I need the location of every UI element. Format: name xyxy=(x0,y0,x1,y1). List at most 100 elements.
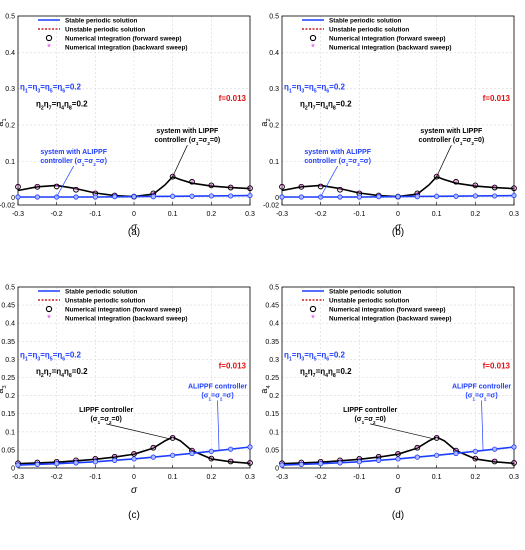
legend-marker-circle xyxy=(45,34,53,42)
forward-sweep-marker xyxy=(414,444,421,451)
aliippf-marker xyxy=(434,452,440,458)
x-axis-label: σ xyxy=(395,485,402,496)
y-tick-label: 0.3 xyxy=(5,357,15,364)
x-axis-label: σ xyxy=(131,222,138,233)
legend-label: Unstable periodic solution xyxy=(329,27,409,34)
backward-sweep-marker: * xyxy=(338,186,341,195)
y-tick-label: 0 xyxy=(11,466,15,473)
y-tick-label: 0.5 xyxy=(5,285,15,292)
y-tick-label: 0.1 xyxy=(269,429,279,436)
x-tick-label: 0.3 xyxy=(509,474,519,481)
backward-sweep-marker: * xyxy=(132,450,135,459)
lippf-annotation: system with LIPPF controller (σ1=σ2=0) xyxy=(419,128,485,177)
aliippf-marker xyxy=(414,454,420,460)
forward-sweep-marker xyxy=(433,173,440,180)
aliippf-marker xyxy=(318,461,324,467)
chart-panel-3: -0.3 -0.2 -0.1 0 0.1 0.2 0.3 0 0.05 0.1 0.15 0.2 0.2… xyxy=(0,285,255,522)
backward-sweep-marker: * xyxy=(171,173,174,182)
y-tick-label: 0.05 xyxy=(265,447,279,454)
backward-sweep-marker: * xyxy=(55,183,58,192)
backward-sweep-marker: * xyxy=(248,185,251,194)
y-axis-label: a1 xyxy=(0,118,8,126)
aliippf-marker xyxy=(112,457,118,463)
aliippf-marker xyxy=(15,462,21,468)
x-tick-label: -0.2 xyxy=(51,211,63,218)
x-tick-label: 0.3 xyxy=(509,211,519,218)
annotation-line: system with ALIPPF xyxy=(304,149,371,156)
aliippf-marker xyxy=(472,193,478,199)
forward-sweep-marker xyxy=(247,460,253,466)
aliippf-annotation: system with ALIPPF controller (σ1=σ2=σ) xyxy=(40,149,108,197)
annotation-line: ALIPPF controller xyxy=(452,383,511,390)
y-tick-label: 0.25 xyxy=(265,375,279,382)
aliippf-marker xyxy=(170,452,176,458)
legend-item: Numerical integration (forward sweep) xyxy=(309,305,445,314)
x-axis-label: σ xyxy=(395,222,402,233)
forward-sweep-marker xyxy=(453,178,459,185)
x-tick-label: 0.2 xyxy=(470,211,480,218)
aliippf-marker xyxy=(92,459,98,465)
chart-panel-4: -0.3 -0.2 -0.1 0 0.1 0.2 0.3 0 0.05 0.1 0.15 0.2 0.2… xyxy=(259,285,519,522)
eta-equation-1: η1=η3=η5=η6=0.2 xyxy=(20,83,81,95)
legend-item: * Numerical integration (backward sweep) xyxy=(47,43,187,54)
forward-sweep-marker xyxy=(511,185,517,192)
y-tick-label: 0.4 xyxy=(5,50,15,57)
x-tick-label: -0.2 xyxy=(315,211,327,218)
backward-sweep-marker: * xyxy=(190,178,193,187)
backward-sweep-marker: * xyxy=(16,183,19,192)
aliippf-marker xyxy=(356,459,362,465)
aliippf-marker xyxy=(112,194,118,200)
backward-sweep-marker: * xyxy=(210,455,213,464)
forward-sweep-marker xyxy=(73,186,79,193)
annotation-arrow xyxy=(56,165,74,197)
legend-label: Numerical integration (forward sweep) xyxy=(329,307,445,314)
aliippf-annotation: system with ALIPPF controller (σ1=σ2=σ) xyxy=(304,149,372,197)
eta-equation-2: η2η7=η4η8=0.2 xyxy=(36,100,88,112)
black-curve xyxy=(17,436,251,465)
legend-item: Unstable periodic solution xyxy=(38,298,145,305)
aliippf-marker xyxy=(511,444,517,450)
legend-item: Unstable periodic solution xyxy=(38,27,145,34)
x-tick-label: -0.2 xyxy=(51,474,63,481)
legend-label: Numerical integration (forward sweep) xyxy=(65,36,181,43)
legend-marker-star: * xyxy=(47,43,51,54)
aliippf-marker xyxy=(492,446,498,452)
x-tick-label: 0.2 xyxy=(206,474,216,481)
x-tick-label: 0.3 xyxy=(245,474,255,481)
annotation-arrow xyxy=(481,400,484,451)
forward-sweep-marker xyxy=(317,183,324,190)
forward-sweep-marker xyxy=(433,435,440,441)
y-tick-label: 0.2 xyxy=(5,123,15,130)
annotation-line: controller (σ1=σ2=0) xyxy=(419,137,485,146)
forward-sweep-marker xyxy=(169,435,176,441)
y-tick-label: -0.02 xyxy=(263,203,279,210)
annotation-line: (σ1=σ2=0) xyxy=(354,416,385,425)
legend-item: Unstable periodic solution xyxy=(302,298,409,305)
chart-panel-1: -0.3 -0.2 -0.1 0 0.1 0.2 0.3-0.0200.10.20.30.4… xyxy=(0,14,255,239)
forward-sweep-marker xyxy=(247,185,253,192)
x-tick-label: -0.2 xyxy=(315,474,327,481)
eta-equation-2: η2η7=η4η8=0.2 xyxy=(300,100,352,112)
y-tick-label: 0 xyxy=(11,195,15,202)
forward-sweep-marker xyxy=(472,182,479,189)
x-tick-label: 0 xyxy=(132,474,136,481)
annotation-line: LIPPF controller xyxy=(343,407,397,414)
legend-item: Stable periodic solution xyxy=(38,18,138,25)
x-tick-label: 0.2 xyxy=(470,474,480,481)
annotation-line: controller (σ1=σ2=σ) xyxy=(304,158,371,167)
aliippf-marker xyxy=(337,194,343,200)
legend-label: Unstable periodic solution xyxy=(65,298,145,305)
forward-sweep-marker xyxy=(227,184,234,191)
force-annotation: f=0.013 xyxy=(219,361,247,370)
y-tick-label: 0.15 xyxy=(1,411,15,418)
black-curve xyxy=(281,436,515,465)
backward-sweep-marker: * xyxy=(94,190,97,199)
backward-sweep-marker: * xyxy=(229,458,232,467)
backward-sweep-marker: * xyxy=(474,182,477,191)
backward-sweep-marker: * xyxy=(493,184,496,193)
aliippf-marker xyxy=(279,462,285,468)
y-axis-label: a3 xyxy=(0,385,8,393)
aliippf-marker xyxy=(150,454,156,460)
y-tick-label: 0.1 xyxy=(269,159,279,166)
